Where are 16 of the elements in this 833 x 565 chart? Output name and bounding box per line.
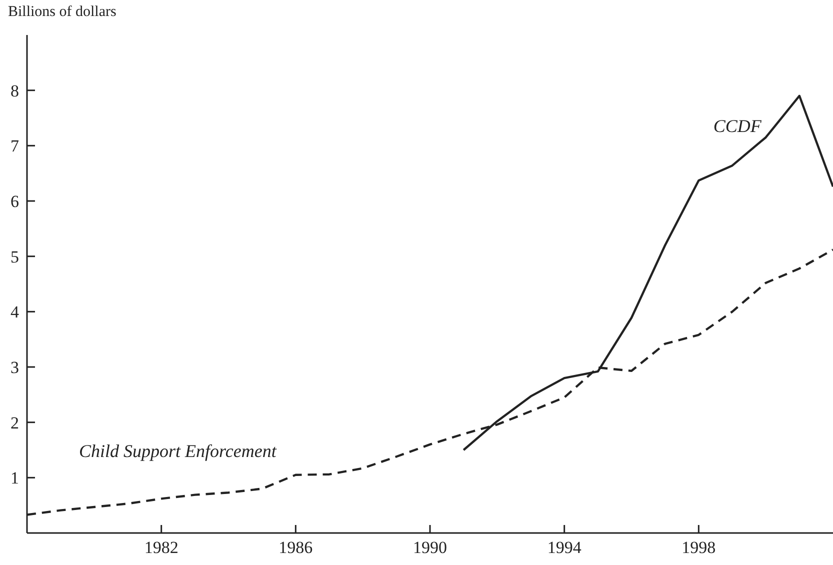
- y-tick-label: 2: [10, 413, 19, 432]
- y-tick-label: 6: [10, 192, 19, 212]
- y-tick-label: 7: [10, 136, 20, 156]
- y-tick-label: 5: [10, 247, 19, 266]
- y-axis-title: Billions of dollars: [8, 4, 116, 21]
- y-tick-label: 8: [10, 81, 19, 100]
- series-label: CCDF: [713, 116, 762, 136]
- x-tick-label: 1990: [413, 538, 447, 558]
- y-tick-label: 4: [10, 302, 20, 322]
- y-tick-label: 1: [10, 468, 19, 488]
- y-tick-label: 3: [10, 358, 19, 378]
- x-tick-label: 1994: [547, 538, 582, 558]
- series-label: Child Support Enforcement: [79, 440, 278, 461]
- x-tick-label: 1982: [144, 538, 178, 558]
- x-tick-label: 1998: [682, 538, 716, 558]
- x-tick-label: 1986: [278, 538, 313, 558]
